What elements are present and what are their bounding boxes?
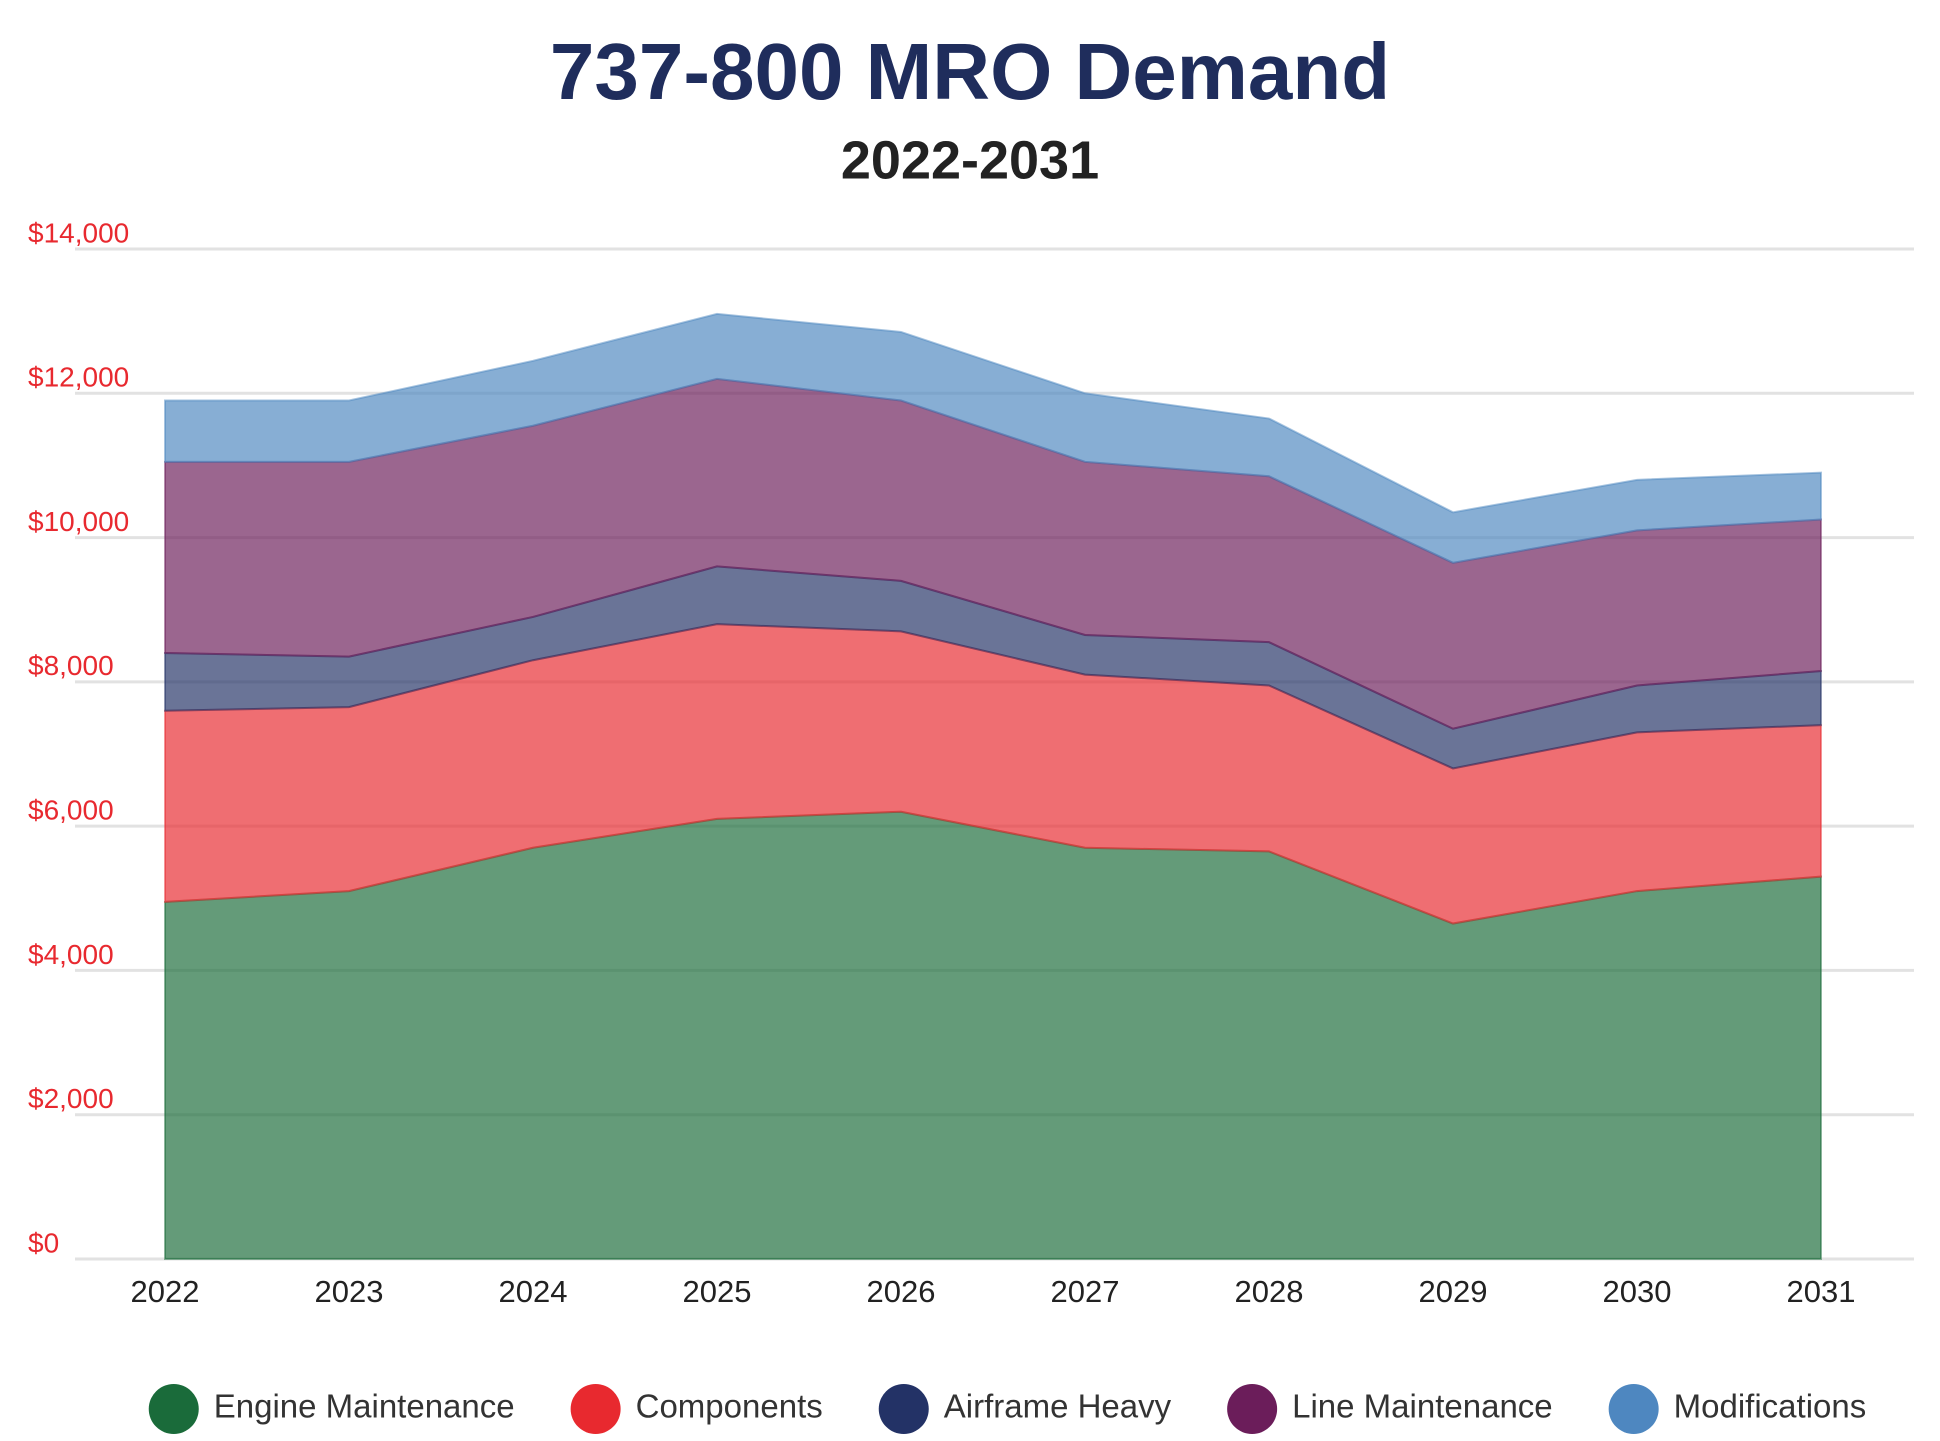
y-tick-label: $14,000 (28, 217, 129, 248)
y-tick-label: $4,000 (28, 939, 114, 970)
legend-label: Components (636, 1388, 823, 1425)
legend-marker (1227, 1384, 1278, 1434)
x-tick-label: 2023 (315, 1274, 384, 1309)
y-tick-label: $6,000 (28, 795, 114, 826)
chart-title: 737-800 MRO Demand (550, 27, 1390, 116)
y-tick-label: $8,000 (28, 650, 114, 681)
x-tick-label: 2029 (1419, 1274, 1488, 1309)
legend-label: Line Maintenance (1292, 1388, 1553, 1425)
x-tick-label: 2031 (1787, 1274, 1856, 1309)
legend-marker (878, 1384, 929, 1434)
y-tick-label: $0 (28, 1227, 59, 1258)
x-tick-label: 2026 (867, 1274, 936, 1309)
legend-marker (1608, 1384, 1659, 1434)
x-tick-label: 2022 (131, 1274, 200, 1309)
legend-label: Modifications (1674, 1388, 1867, 1425)
x-tick-label: 2030 (1603, 1274, 1672, 1309)
legend-label: Engine Maintenance (214, 1388, 515, 1425)
y-tick-label: $10,000 (28, 506, 129, 537)
legend-marker (148, 1384, 199, 1434)
x-tick-label: 2028 (1235, 1274, 1304, 1309)
x-tick-label: 2027 (1051, 1274, 1120, 1309)
legend-label: Airframe Heavy (944, 1388, 1172, 1425)
y-tick-label: $12,000 (28, 362, 129, 393)
y-tick-label: $2,000 (28, 1083, 114, 1114)
chart-subtitle: 2022-2031 (841, 130, 1099, 190)
x-tick-label: 2025 (683, 1274, 752, 1309)
x-tick-label: 2024 (499, 1274, 568, 1309)
legend-marker (570, 1384, 621, 1434)
area (164, 312, 1822, 564)
